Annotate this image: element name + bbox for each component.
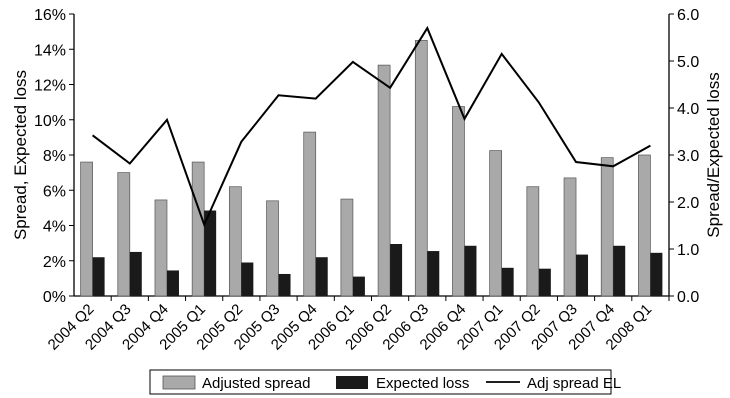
bar-expected-loss	[427, 251, 440, 296]
bar-expected-loss	[501, 267, 514, 296]
bar-adjusted-spread	[489, 150, 503, 297]
bar-adjusted-spread	[80, 161, 93, 297]
bar-adjusted-spread	[117, 172, 131, 297]
y-right-tick-label: 3.0	[677, 148, 699, 165]
bar-adjusted-spread	[638, 154, 651, 297]
bar-adjusted-spread	[228, 186, 242, 297]
y-left-tick-label: 0%	[43, 289, 66, 306]
bar-expected-loss	[129, 251, 142, 296]
y-right-tick-label: 2.0	[677, 195, 699, 212]
legend-label-expected-loss: Expected loss	[376, 375, 469, 392]
bar-adjusted-spread	[191, 161, 205, 297]
y-left-tick-label: 2%	[43, 254, 66, 271]
y-left-tick-label: 4%	[43, 219, 66, 236]
bar-adjusted-spread	[303, 131, 317, 297]
bar-expected-loss	[538, 268, 551, 296]
y-right-tick-label: 0.0	[677, 289, 699, 306]
bar-expected-loss	[278, 273, 291, 296]
y-axis-left-label: Spread, Expected loss	[11, 70, 30, 240]
y-left-tick-label: 14%	[34, 42, 66, 59]
bar-expected-loss	[92, 257, 105, 296]
bar-expected-loss	[613, 245, 626, 296]
y-left-tick-label: 16%	[34, 7, 66, 24]
bar-expected-loss	[166, 270, 179, 296]
bar-adjusted-spread	[526, 186, 540, 297]
legend-swatch-expected-loss	[336, 376, 368, 389]
legend-swatch-adjusted-spread	[162, 375, 196, 390]
bar-adjusted-spread	[266, 200, 279, 297]
legend-label-adj-spread-el: Adj spread EL	[527, 375, 621, 392]
bar-adjusted-spread	[377, 64, 391, 297]
tick-labels: 0% 2% 4% 6% 8% 10% 12% 14% 16% 0.0 1.0 2.0 3.0 4.0 5.0…	[34, 7, 699, 354]
legend: Adjusted spread Expected loss Adj spread…	[149, 369, 621, 395]
bar-adjusted-spread	[563, 177, 577, 297]
y-right-tick-label: 4.0	[677, 101, 699, 118]
bar-expected-loss	[464, 245, 477, 296]
line-adj-spread-el	[91, 25, 651, 228]
y-left-tick-label: 6%	[43, 183, 66, 200]
bar-adjusted-spread	[340, 198, 354, 297]
bars-group	[80, 40, 663, 297]
y-right-tick-label: 6.0	[677, 7, 699, 24]
y-left-tick-label: 12%	[34, 78, 66, 95]
bar-adjusted-spread	[414, 40, 428, 297]
bar-expected-loss	[390, 244, 403, 296]
bar-expected-loss	[204, 210, 217, 296]
y-axis-right-label: Spread/Expected loss	[704, 72, 723, 237]
y-left-tick-label: 8%	[43, 148, 66, 165]
legend-box	[149, 369, 612, 395]
y-right-tick-label: 5.0	[677, 54, 699, 71]
bar-adjusted-spread	[154, 199, 168, 297]
y-right-tick-label: 1.0	[677, 242, 699, 259]
bar-expected-loss	[241, 262, 254, 296]
bar-expected-loss	[315, 257, 328, 296]
bar-adjusted-spread	[452, 106, 465, 297]
bar-expected-loss	[650, 252, 663, 296]
bar-adjusted-spread	[600, 157, 614, 297]
bar-expected-loss	[352, 276, 365, 296]
legend-label-adjusted-spread: Adjusted spread	[202, 375, 310, 392]
y-left-tick-label: 10%	[34, 113, 66, 130]
line-series-group	[91, 25, 651, 228]
bar-expected-loss	[576, 254, 589, 296]
